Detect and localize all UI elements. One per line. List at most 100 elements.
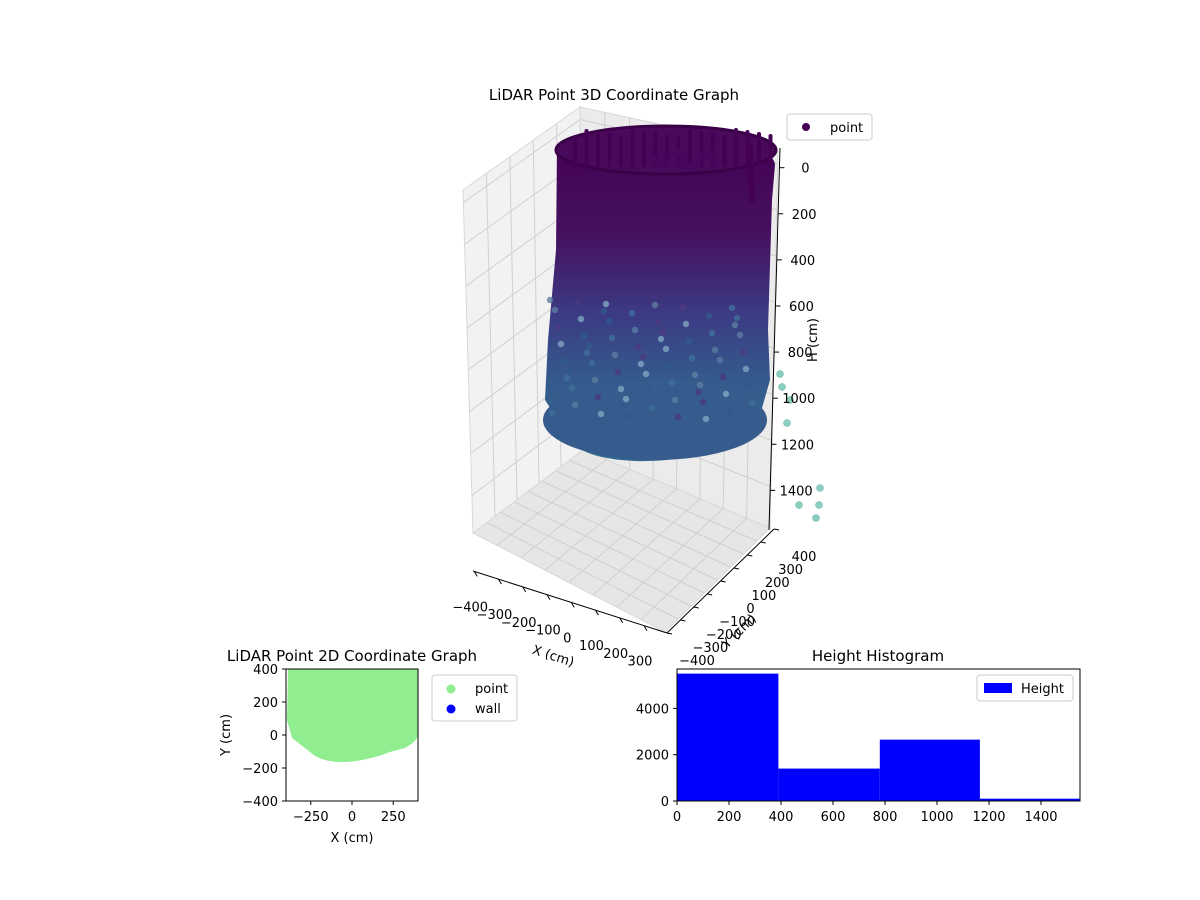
speckle (731, 321, 739, 329)
stray-points (776, 370, 824, 522)
speckle (628, 309, 636, 317)
speckle (637, 360, 645, 368)
z-tick-label: 1000 (782, 392, 815, 407)
x-tick-label: −100 (525, 624, 561, 639)
x-tick-label: 0 (673, 810, 681, 825)
speckle (657, 335, 665, 343)
speckle (605, 317, 613, 325)
grid-line-3d (541, 480, 731, 568)
y-tick-label: 200 (253, 696, 278, 711)
x-tick-label: 400 (769, 810, 794, 825)
x-tick-label: −300 (477, 608, 513, 623)
speckle (600, 307, 608, 315)
legend-histogram-frame (976, 674, 1074, 702)
speckle (568, 384, 576, 392)
z-tick-label: 0 (801, 162, 809, 177)
y-tick-label: 0 (746, 602, 754, 617)
x-axis-line (472, 570, 668, 634)
y-tick-label: 400 (792, 550, 817, 565)
x-axis-label-2d: X (cm) (331, 831, 374, 846)
y-tick-label: 200 (765, 576, 790, 591)
speckle (583, 349, 591, 357)
ticks-histogram: 0 200 400 600 800 1000 1200 1400 0 2000 4000 (636, 702, 1058, 825)
speckle (591, 376, 599, 384)
histogram-bar (677, 673, 779, 801)
x-tick-mark (522, 586, 527, 593)
speckle (728, 304, 736, 312)
ticks-3d: 0200400600800100012001400−400−300−200−10… (452, 162, 816, 670)
grid-line-3d (555, 470, 744, 555)
stray-point (783, 419, 791, 427)
speckle (645, 387, 653, 395)
histogram-bar (778, 768, 880, 801)
speckle (694, 388, 702, 396)
top-cluster-point (685, 163, 693, 171)
speckle (580, 332, 588, 340)
z-tick-label: 800 (788, 346, 813, 361)
grid-line-3d (616, 508, 724, 608)
speckle (551, 306, 559, 314)
x-tick-label: 1200 (972, 810, 1005, 825)
x-tick-label: 0 (348, 810, 356, 825)
speckle (702, 415, 710, 423)
y-tick-mark (680, 619, 686, 622)
x-tick-label: 1000 (920, 810, 953, 825)
top-cluster-point (698, 152, 706, 160)
top-cluster-point (693, 161, 701, 169)
y-tick-label: 100 (751, 589, 776, 604)
top-cluster-point (662, 160, 670, 168)
speckle (585, 342, 593, 350)
speckle (546, 296, 554, 304)
speckle (651, 301, 659, 309)
plot-3d: LiDAR Point 3D Coordinate Graph 02004006… (452, 86, 873, 671)
speckle (705, 312, 713, 320)
cylinder-bottom (543, 380, 767, 460)
grid-line-3d (509, 156, 518, 500)
y-tick-mark (666, 632, 673, 635)
y-tick-label: −300 (693, 641, 729, 656)
speckle (620, 402, 628, 410)
speckle (662, 345, 670, 353)
plot-2d: LiDAR Point 2D Coordinate Graph −250 0 250… (219, 647, 518, 846)
legend-2d-marker-point (446, 684, 456, 694)
speckle (639, 353, 647, 361)
x-axis-label-3d: X (cm) (530, 643, 576, 671)
speckle (671, 396, 679, 404)
speckle (685, 337, 693, 345)
top-cluster-point (649, 155, 657, 163)
legend-histogram-marker (984, 683, 1012, 693)
y-tick-mark (733, 567, 739, 570)
legend-3d-frame (786, 113, 873, 141)
speckle (708, 329, 716, 337)
speckle (622, 395, 630, 403)
z-axis-line (768, 147, 781, 531)
y-tick-label: 0 (661, 795, 669, 810)
speckle (733, 314, 741, 322)
speckle (659, 328, 667, 336)
y-axis-label-2d: Y (cm) (219, 714, 234, 757)
legend-2d-label-wall: wall (475, 702, 501, 717)
y-tick-label: 2000 (636, 749, 669, 764)
grid-line-3d (568, 488, 677, 583)
z-tick-label: 1400 (780, 484, 813, 499)
speckle (711, 346, 719, 354)
y-tick-label: −100 (719, 615, 755, 630)
speckle (725, 407, 733, 415)
y-tick-mark (773, 528, 780, 531)
x-tick-label: −250 (293, 810, 329, 825)
speckle (634, 343, 642, 351)
legend-2d-marker-wall (446, 704, 456, 714)
speckle (682, 320, 690, 328)
pane-floor (472, 449, 771, 633)
speckle (716, 356, 724, 364)
point-cloud-2d (287, 669, 419, 763)
speckle (654, 318, 662, 326)
speckle (597, 410, 605, 418)
y-tick-mark (747, 554, 753, 557)
speckle (548, 409, 556, 417)
x-tick-label: 600 (821, 810, 846, 825)
x-tick-label: 1400 (1024, 810, 1057, 825)
top-cluster-point (711, 157, 719, 165)
x-tick-label: 100 (579, 639, 604, 654)
histogram-frame (676, 668, 1081, 802)
